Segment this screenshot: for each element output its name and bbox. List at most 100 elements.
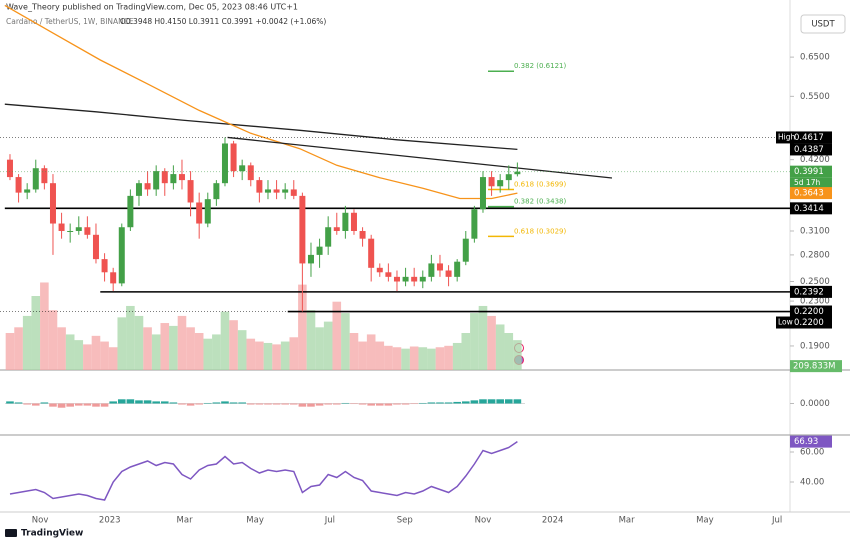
x-tick-label: Sep bbox=[397, 516, 413, 526]
macd-bar bbox=[57, 403, 66, 408]
volume-bar bbox=[246, 338, 256, 370]
candle-body bbox=[436, 263, 443, 271]
volume-bar bbox=[229, 320, 238, 370]
y-tick-label: 0.6500 bbox=[800, 53, 830, 63]
macd-bar bbox=[298, 403, 307, 407]
volume-bar bbox=[384, 345, 393, 370]
rsi-tick-label: 40.00 bbox=[800, 478, 824, 488]
candle-body bbox=[153, 171, 160, 190]
fib-label: 0.382 (0.3438) bbox=[514, 198, 566, 206]
macd-bar bbox=[117, 399, 126, 404]
macd-bar bbox=[14, 402, 23, 404]
candle-body bbox=[316, 246, 323, 255]
volume-bar bbox=[418, 347, 428, 370]
macd-bar bbox=[332, 403, 341, 405]
volume-bar bbox=[169, 325, 178, 370]
candle-body bbox=[505, 174, 512, 181]
volume-bar bbox=[323, 321, 333, 370]
candle-body bbox=[49, 183, 56, 224]
macd-bar bbox=[264, 403, 272, 405]
volume-bar bbox=[470, 313, 479, 370]
price-marker bbox=[790, 316, 832, 329]
price-marker bbox=[790, 285, 832, 298]
volume-bar bbox=[134, 315, 144, 370]
trendline bbox=[227, 136, 613, 179]
price-marker bbox=[790, 202, 832, 215]
macd-bar bbox=[66, 403, 74, 407]
volume-bar bbox=[5, 333, 15, 370]
volume-bar bbox=[349, 333, 359, 370]
volume-bar bbox=[461, 333, 471, 370]
price-marker-label: 0.2392 bbox=[794, 287, 824, 297]
candle-body bbox=[445, 270, 452, 277]
candle-body bbox=[24, 189, 31, 193]
macd-bar bbox=[160, 401, 169, 404]
macd-bar bbox=[350, 403, 358, 405]
candle-body bbox=[299, 195, 306, 264]
volume-bar bbox=[31, 296, 41, 370]
x-tick-label: Nov bbox=[475, 516, 492, 526]
macd-bar bbox=[212, 402, 221, 404]
volume-bar bbox=[435, 347, 445, 370]
candle-body bbox=[488, 177, 495, 187]
y-tick-label: 0.2300 bbox=[800, 297, 830, 307]
marker-tag: High bbox=[778, 132, 795, 141]
currency-button[interactable] bbox=[800, 14, 846, 34]
macd-bar bbox=[40, 402, 49, 404]
candle-body bbox=[471, 209, 478, 239]
x-tick-label: Mar bbox=[177, 516, 194, 526]
volume-bar bbox=[504, 333, 514, 370]
macd-bar bbox=[74, 403, 83, 406]
volume-bar bbox=[100, 341, 109, 370]
candle-body bbox=[264, 189, 271, 193]
macd-bar bbox=[461, 401, 470, 404]
volume-bar bbox=[255, 341, 264, 370]
candle-body bbox=[497, 180, 504, 187]
candle-body bbox=[402, 276, 409, 282]
x-tick-label: May bbox=[696, 516, 714, 526]
macd-bar bbox=[178, 403, 186, 405]
macd-bar bbox=[289, 403, 298, 405]
volume-bar bbox=[495, 324, 505, 370]
volume-bar bbox=[341, 313, 350, 370]
y-tick-label: 0.2800 bbox=[800, 250, 830, 260]
y-tick-label: 0.2500 bbox=[800, 277, 830, 287]
volume-bar bbox=[65, 334, 75, 370]
volume-bar bbox=[117, 317, 127, 370]
candle-body bbox=[325, 227, 332, 247]
candle-body bbox=[187, 180, 194, 203]
marker-sub-box bbox=[790, 177, 832, 189]
macd-bar bbox=[92, 403, 100, 407]
macd-bar bbox=[23, 403, 31, 405]
moving-average bbox=[4, 4, 518, 200]
candle-body bbox=[6, 159, 13, 178]
candle-body bbox=[419, 276, 426, 282]
currency[interactable]: USDT bbox=[811, 20, 835, 30]
candle-body bbox=[462, 238, 469, 262]
macd-bar bbox=[324, 403, 332, 405]
price-marker-label: 0.4617 bbox=[794, 133, 824, 143]
x-tick-label: Jul bbox=[324, 516, 335, 526]
rsi-marker-label: 66.93 bbox=[794, 437, 818, 447]
macd-bar bbox=[513, 399, 522, 404]
rsi-marker bbox=[790, 435, 832, 448]
volume-bar bbox=[91, 335, 101, 370]
volume-bar bbox=[409, 346, 419, 370]
macd-bar bbox=[186, 403, 195, 406]
macd-bar bbox=[31, 403, 40, 406]
price-marker-label: 0.2200 bbox=[794, 318, 824, 328]
volume-bar bbox=[332, 301, 342, 370]
volume-bar bbox=[392, 347, 402, 370]
macd-bar bbox=[444, 402, 453, 404]
symbol: Cardano / TetherUS, 1W, BINANCE bbox=[6, 17, 134, 26]
volume-bar bbox=[237, 330, 247, 370]
candle-body bbox=[393, 276, 400, 282]
candle-body bbox=[307, 254, 314, 264]
rsi-tick-label: 60.00 bbox=[800, 448, 824, 458]
candle-body bbox=[110, 272, 117, 284]
volume-bar bbox=[280, 341, 290, 370]
volume-bar bbox=[375, 341, 385, 370]
candle-body bbox=[135, 183, 142, 196]
